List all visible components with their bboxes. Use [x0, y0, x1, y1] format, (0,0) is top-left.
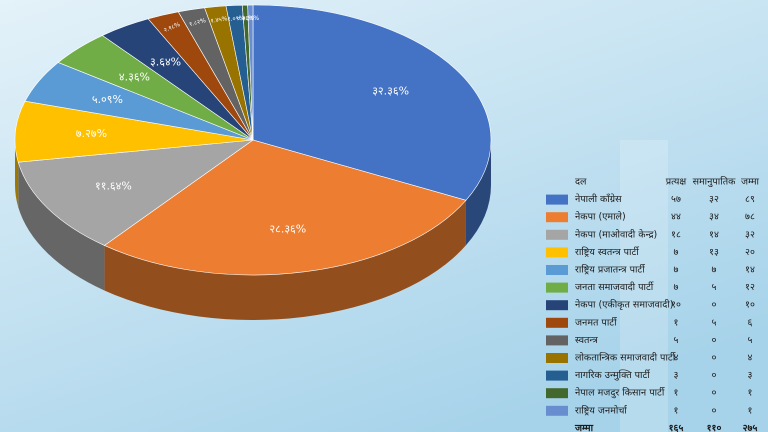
legend-swatch [546, 265, 568, 275]
table-cell: ० [712, 300, 717, 311]
table-header: प्रत्यक्ष [666, 177, 687, 188]
table-cell: ७ [674, 247, 679, 258]
legend-swatch [546, 317, 568, 328]
party-name: जनमत पार्टी [575, 316, 617, 328]
table-cell: १४ [745, 265, 755, 276]
party-name: राष्ट्रिय जनमोर्चा [575, 404, 628, 416]
table-cell: ७ [674, 282, 679, 293]
table-cell: ३४ [709, 212, 719, 223]
table-cell: ० [712, 405, 717, 416]
decoration [620, 140, 668, 432]
table-cell: ५ [712, 282, 717, 293]
slice-side [18, 162, 105, 291]
slice [14, 100, 254, 163]
party-name: राष्ट्रिय प्रजातन्त्र पार्टी [575, 264, 645, 276]
data-label: ३२.३६% [372, 85, 409, 98]
table-cell: १२ [745, 282, 755, 293]
table-total: ११० [707, 423, 722, 432]
table-cell: १ [748, 388, 753, 399]
slice [103, 139, 467, 276]
table-header: समानुपातिक [693, 176, 737, 188]
data-label: ०.३६% [242, 15, 259, 22]
data-label: ११.६४% [95, 179, 132, 192]
table-cell: १० [745, 300, 755, 311]
table-cell: ७ [674, 265, 679, 276]
table-total: २७५ [743, 423, 758, 432]
table-cell: ३ [748, 370, 753, 381]
table-cell: ६ [748, 317, 753, 328]
legend-swatch [546, 212, 568, 223]
slice-side [15, 140, 19, 208]
table-total: जम्मा [574, 423, 594, 432]
table-cell: १८ [671, 229, 681, 240]
table-cell: ० [712, 335, 717, 346]
table-cell: २० [745, 247, 755, 258]
table-cell: ८९ [745, 194, 755, 205]
table-cell: १३ [709, 247, 719, 258]
table-cell: ० [712, 388, 717, 399]
table-cell: १ [674, 388, 679, 399]
table-cell: ० [712, 353, 717, 364]
party-name: स्वतन्त्र [575, 335, 598, 346]
data-label: ४.३६% [119, 71, 150, 84]
slice-side [465, 140, 491, 246]
legend-swatch [546, 370, 568, 381]
table-cell: ३२ [745, 229, 755, 240]
party-name: नेकपा (एकीकृत समाजवादी) [575, 299, 673, 311]
data-label: १.४५% [210, 15, 228, 25]
party-name: नेकपा (माओवादी केन्द्र) [575, 228, 657, 240]
table-cell: ३२ [709, 194, 719, 205]
table-cell: १४ [709, 229, 719, 240]
table-cell: ५ [674, 335, 679, 346]
table-cell: १ [674, 317, 679, 328]
party-name: राष्ट्रिय स्वतन्त्र पार्टी [575, 246, 639, 258]
slice-side [104, 200, 466, 320]
table-cell: ४ [748, 353, 753, 364]
party-name: नेपाल मजदुर किसान पार्टी [575, 387, 665, 399]
table-cell: ४ [674, 353, 679, 364]
party-name: जनता समाजवादी पार्टी [575, 281, 654, 293]
data-label: १.०९% [227, 15, 245, 23]
party-name: नागरिक उन्मुक्ति पार्टी [575, 369, 650, 381]
table-cell: १ [748, 405, 753, 416]
slice [252, 4, 492, 201]
table-cell: ५७ [671, 194, 681, 205]
legend-swatch [546, 300, 568, 311]
table-header: जम्मा [741, 177, 760, 188]
party-name: नेपाली काँग्रेस [575, 193, 622, 205]
table-cell: ७ [712, 265, 717, 276]
data-label: ५.०९% [92, 93, 123, 106]
legend-swatch [546, 229, 568, 240]
data-label: २८.३६% [269, 223, 306, 236]
legend-swatch [546, 282, 568, 293]
table-cell: ५ [748, 335, 753, 346]
table-cell: ५ [712, 317, 717, 328]
legend-swatch [546, 335, 568, 346]
data-label: १.८२% [188, 17, 206, 28]
party-name: लोकतान्त्रिक समाजवादी पार्टी [575, 352, 676, 364]
table-cell: १० [671, 300, 681, 311]
legend-swatch [546, 247, 568, 258]
data-label: ७.२७% [76, 127, 107, 140]
legend-swatch [546, 194, 568, 205]
data-label: ३.६४% [150, 56, 181, 69]
slice [247, 4, 254, 141]
table-cell: ४४ [671, 212, 681, 223]
slice [17, 139, 255, 246]
party-name: नेकपा (एमाले) [575, 211, 626, 223]
table-total: १६५ [669, 423, 684, 432]
legend-swatch [546, 388, 568, 399]
table-cell: ७८ [745, 212, 755, 223]
legend-swatch [546, 353, 568, 363]
table-cell: ३ [674, 370, 679, 381]
table-cell: ० [712, 370, 717, 381]
table-header: दल [575, 177, 587, 188]
legend-swatch [546, 405, 568, 416]
table-cell: १ [674, 405, 679, 416]
data-label: ०.३६% [237, 15, 254, 23]
